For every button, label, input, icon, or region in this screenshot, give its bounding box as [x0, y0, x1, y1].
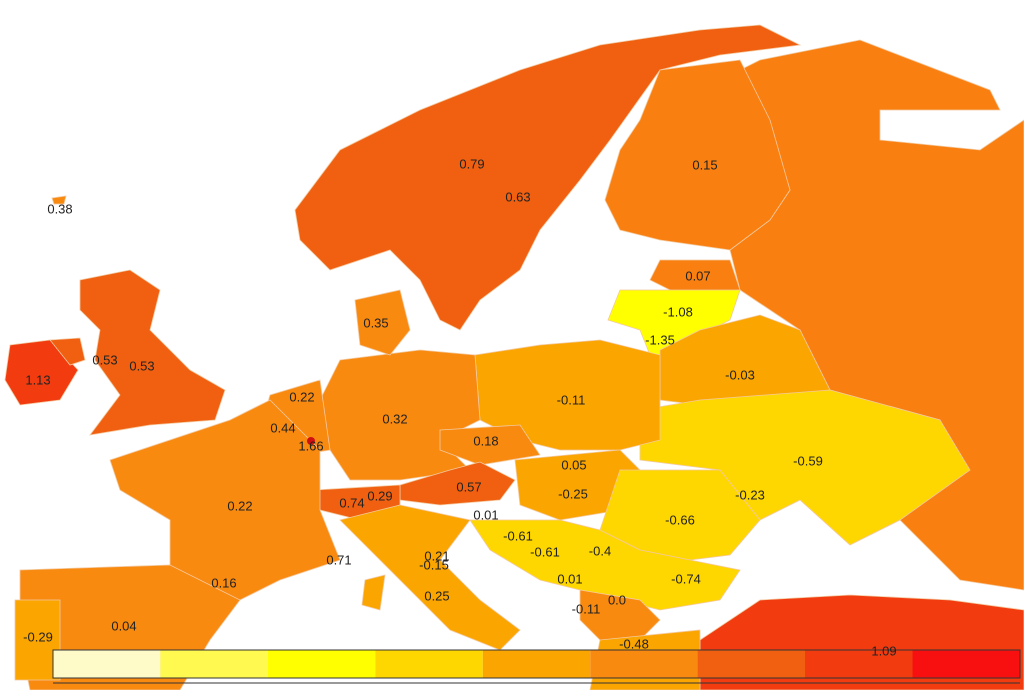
region-label: 0.25	[424, 588, 449, 603]
region	[51, 195, 67, 205]
region-label: 0.05	[561, 457, 586, 472]
region-label: 0.53	[92, 352, 117, 367]
region-label: 0.63	[505, 189, 530, 204]
region-label: -0.66	[665, 512, 695, 527]
region	[79, 269, 226, 436]
region-label: 0.53	[129, 358, 154, 373]
region-label: -0.23	[735, 487, 765, 502]
region-label: -0.11	[572, 601, 601, 616]
region-label: 0.07	[685, 268, 710, 283]
region	[14, 599, 61, 681]
region-label: 1.66	[298, 438, 323, 453]
region-label: 0.0	[608, 592, 626, 607]
region-label: 0.74	[339, 495, 364, 510]
region-label: 0.32	[382, 411, 407, 426]
region-label: -0.29	[23, 629, 53, 644]
region-label: -0.4	[589, 543, 611, 558]
region-label: 0.35	[363, 315, 388, 330]
legend-swatch	[590, 650, 698, 678]
region-label: 0.21	[424, 548, 449, 563]
region-label: 0.44	[270, 420, 295, 435]
legend-swatch	[375, 650, 483, 678]
region-label: 0.04	[111, 618, 136, 633]
region-label: 0.18	[473, 433, 498, 448]
region-label: 0.38	[47, 201, 72, 216]
region-label: 0.29	[367, 488, 392, 503]
legend-swatch	[697, 650, 806, 678]
region	[109, 399, 341, 601]
region-label: 0.79	[459, 156, 484, 171]
legend-swatch	[53, 650, 161, 678]
region-label: -1.35	[645, 332, 675, 347]
region	[469, 519, 741, 611]
region-label: 0.71	[326, 552, 351, 567]
region-label: -0.15	[419, 557, 449, 572]
region	[354, 289, 411, 356]
region-label: 0.22	[227, 498, 252, 513]
region-label: 0.01	[473, 507, 498, 522]
legend-swatch	[267, 650, 376, 678]
land	[4, 24, 1024, 690]
legend-frame	[52, 649, 1021, 679]
region-label: 0.01	[557, 571, 582, 586]
region-label: 1.09	[871, 643, 896, 658]
region	[361, 574, 386, 611]
region-label: -0.25	[558, 486, 588, 501]
region-label: -0.61	[530, 544, 560, 559]
region	[307, 437, 315, 445]
region	[399, 461, 516, 506]
region-label: -0.74	[671, 571, 701, 586]
region	[339, 504, 521, 651]
region-label: -1.08	[663, 304, 693, 319]
region	[294, 24, 802, 331]
region-label: -0.61	[503, 528, 533, 543]
legend-swatch	[160, 650, 268, 678]
region	[639, 389, 971, 546]
region-label: 0.16	[211, 575, 236, 590]
region-label: -0.03	[725, 367, 755, 382]
region-label: 0.15	[692, 157, 717, 172]
region	[604, 59, 791, 251]
legend-swatch	[912, 650, 1020, 678]
region-label: -0.59	[793, 453, 823, 468]
region-label: 0.57	[456, 479, 481, 494]
legend-swatch	[805, 650, 913, 678]
legend-swatch	[482, 650, 591, 678]
region-label: 0.22	[289, 389, 314, 404]
region	[439, 424, 541, 466]
region-label: 1.13	[25, 372, 50, 387]
labels: 0.38 1.13 0.53 0.53 0.79 0.63 0.15 0.07 -1.08 -1.…	[23, 156, 896, 658]
legend	[52, 649, 1021, 684]
region-label: -0.48	[619, 636, 649, 651]
region-label: -0.11	[557, 392, 586, 407]
region	[49, 337, 86, 366]
